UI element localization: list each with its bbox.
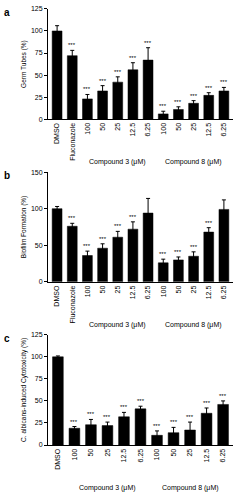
svg-text:25: 25 — [114, 286, 121, 294]
svg-text:***: *** — [174, 249, 182, 255]
svg-text:25: 25 — [190, 286, 197, 294]
svg-text:6.25: 6.25 — [220, 123, 227, 137]
svg-text:125: 125 — [31, 331, 43, 338]
svg-text:100: 100 — [160, 286, 167, 298]
svg-text:50: 50 — [35, 72, 43, 79]
svg-text:***: *** — [203, 400, 211, 406]
svg-text:***: *** — [153, 423, 161, 429]
svg-text:25: 25 — [186, 449, 193, 457]
svg-text:Fluconazole: Fluconazole — [69, 286, 76, 324]
svg-text:12.5: 12.5 — [120, 449, 127, 463]
svg-text:Compound 3 (μM): Compound 3 (μM) — [89, 158, 146, 166]
svg-text:150: 150 — [31, 169, 43, 176]
svg-text:Germ Tubes (%): Germ Tubes (%) — [20, 40, 28, 88]
svg-text:75: 75 — [35, 375, 43, 382]
svg-text:100: 100 — [31, 27, 43, 34]
svg-text:***: *** — [190, 93, 198, 99]
svg-text:***: *** — [144, 40, 152, 46]
svg-text:***: *** — [205, 85, 213, 91]
svg-text:***: *** — [137, 398, 145, 404]
svg-text:***: *** — [114, 223, 122, 229]
svg-text:C. albicans-induced Cytotoxici: C. albicans-induced Cytotoxicity (%) — [20, 338, 28, 442]
svg-text:***: *** — [220, 79, 228, 85]
svg-text:b: b — [4, 170, 10, 181]
svg-text:12.5: 12.5 — [129, 286, 136, 300]
svg-text:100: 100 — [84, 286, 91, 298]
svg-text:25: 25 — [35, 419, 43, 426]
svg-text:6.25: 6.25 — [219, 449, 226, 463]
svg-text:25: 25 — [114, 123, 121, 131]
svg-text:100: 100 — [84, 123, 91, 135]
svg-text:Compound 8 (μM): Compound 8 (μM) — [165, 321, 222, 329]
svg-text:Compound 8 (μM): Compound 8 (μM) — [162, 484, 219, 492]
svg-text:***: *** — [99, 236, 107, 242]
svg-text:25: 25 — [35, 94, 43, 101]
svg-text:0: 0 — [39, 441, 43, 448]
svg-text:***: *** — [83, 86, 91, 92]
svg-text:***: *** — [190, 244, 198, 250]
svg-text:6.25: 6.25 — [220, 286, 227, 300]
svg-text:6.25: 6.25 — [137, 449, 144, 463]
svg-text:***: *** — [170, 419, 178, 425]
svg-text:12.5: 12.5 — [205, 123, 212, 137]
svg-text:25: 25 — [104, 449, 111, 457]
svg-text:DMSO: DMSO — [54, 448, 61, 470]
svg-text:50: 50 — [175, 286, 182, 294]
svg-text:50: 50 — [170, 449, 177, 457]
svg-text:***: *** — [114, 69, 122, 75]
svg-text:c: c — [4, 333, 10, 344]
svg-text:100: 100 — [31, 353, 43, 360]
svg-text:50: 50 — [99, 123, 106, 131]
svg-text:50: 50 — [35, 242, 43, 249]
svg-text:100: 100 — [31, 205, 43, 212]
svg-text:***: *** — [219, 393, 227, 399]
svg-text:25: 25 — [190, 123, 197, 131]
svg-text:6.25: 6.25 — [144, 123, 151, 137]
svg-text:***: *** — [186, 414, 194, 420]
svg-text:50: 50 — [175, 123, 182, 131]
svg-text:125: 125 — [31, 5, 43, 12]
svg-text:50: 50 — [35, 397, 43, 404]
svg-text:***: *** — [120, 404, 128, 410]
svg-text:75: 75 — [35, 49, 43, 56]
svg-text:***: *** — [174, 99, 182, 105]
svg-text:Compound 3 (μM): Compound 3 (μM) — [89, 321, 146, 329]
svg-text:DMSO: DMSO — [53, 122, 60, 144]
svg-text:0: 0 — [39, 278, 43, 285]
svg-text:***: *** — [205, 220, 213, 226]
svg-text:***: *** — [103, 414, 111, 420]
svg-text:***: *** — [83, 243, 91, 249]
svg-text:***: *** — [68, 215, 76, 221]
svg-text:12.5: 12.5 — [203, 449, 210, 463]
svg-text:***: *** — [159, 251, 167, 257]
svg-text:6.25: 6.25 — [144, 286, 151, 300]
svg-text:Compound 8 (μM): Compound 8 (μM) — [165, 158, 222, 166]
svg-text:100: 100 — [71, 449, 78, 461]
svg-text:DMSO: DMSO — [53, 285, 60, 307]
svg-text:***: *** — [159, 103, 167, 109]
svg-text:a: a — [4, 7, 10, 18]
svg-text:Biofilm Formation (%): Biofilm Formation (%) — [20, 196, 28, 258]
svg-text:12.5: 12.5 — [205, 286, 212, 300]
svg-text:Compound 3 (μM): Compound 3 (μM) — [79, 484, 136, 492]
svg-text:100: 100 — [153, 449, 160, 461]
svg-text:***: *** — [68, 42, 76, 48]
svg-text:***: *** — [129, 214, 137, 220]
svg-text:***: *** — [70, 419, 78, 425]
svg-text:100: 100 — [160, 123, 167, 135]
svg-text:50: 50 — [87, 449, 94, 457]
svg-text:50: 50 — [99, 286, 106, 294]
svg-text:Fluconazole: Fluconazole — [69, 123, 76, 161]
svg-text:***: *** — [87, 411, 95, 417]
svg-text:0: 0 — [39, 116, 43, 123]
svg-text:***: *** — [129, 55, 137, 61]
svg-text:12.5: 12.5 — [129, 123, 136, 137]
svg-text:***: *** — [99, 78, 107, 84]
